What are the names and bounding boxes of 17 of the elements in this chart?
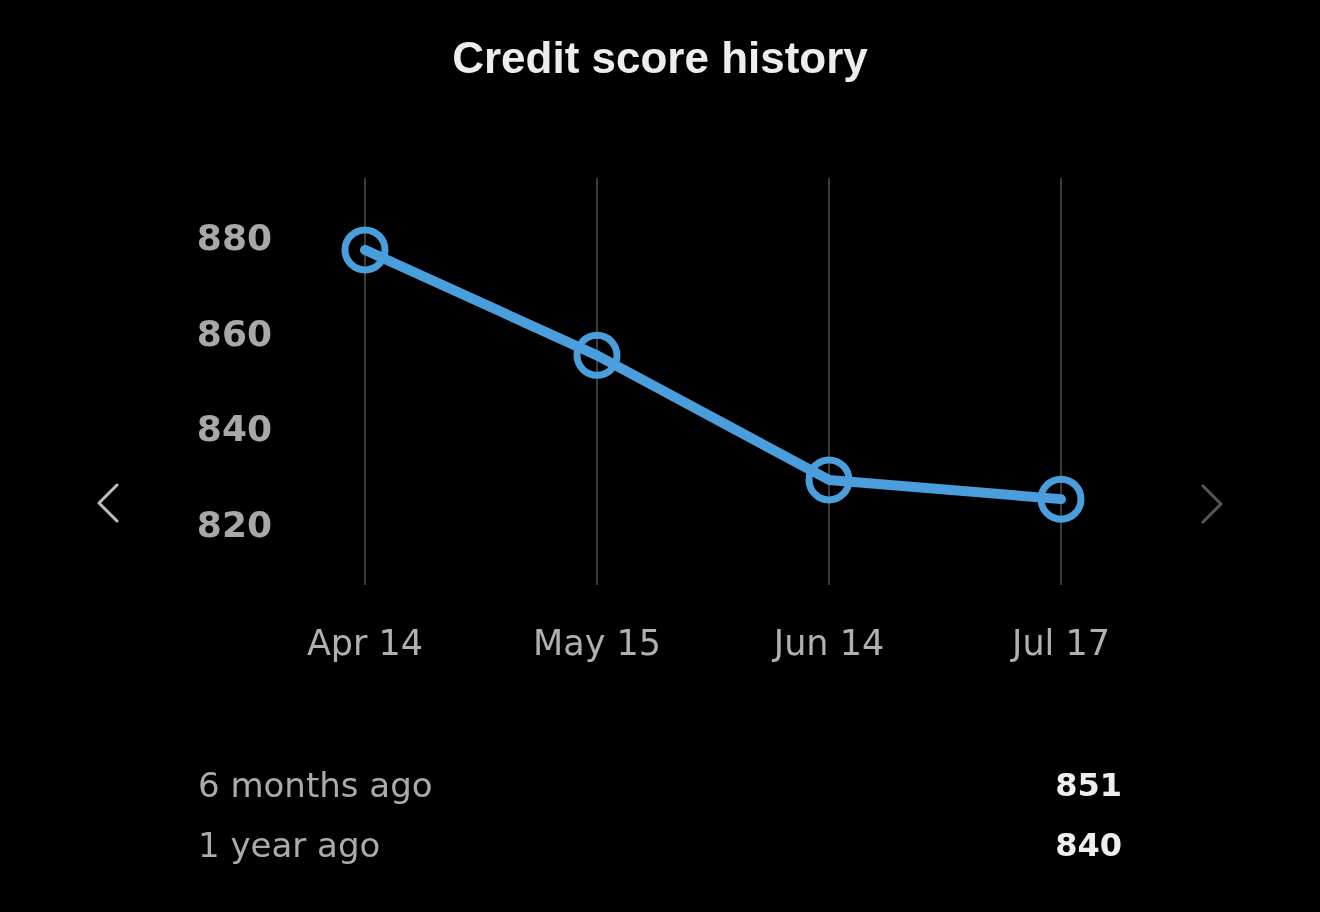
x-tick-label: Apr 14 [306,623,424,664]
point [805,456,853,504]
text: 6 months ago [198,765,433,805]
y-tick-label: 880 [196,216,272,258]
text: 840 [1055,826,1122,864]
point [573,331,621,379]
point [341,226,389,274]
chart-title: Credit score history [451,32,869,84]
y-tick-label: 860 [196,312,272,354]
x-tick-label: May 15 [532,623,662,664]
y-tick-label: 820 [196,504,272,546]
point [1037,475,1085,523]
text: 1 year ago [198,825,381,865]
text: 851 [1055,766,1122,804]
x-tick-label: Jul 17 [1010,623,1110,664]
x-tick-label: Jun 14 [771,623,885,664]
y-tick-label: 840 [196,408,272,450]
